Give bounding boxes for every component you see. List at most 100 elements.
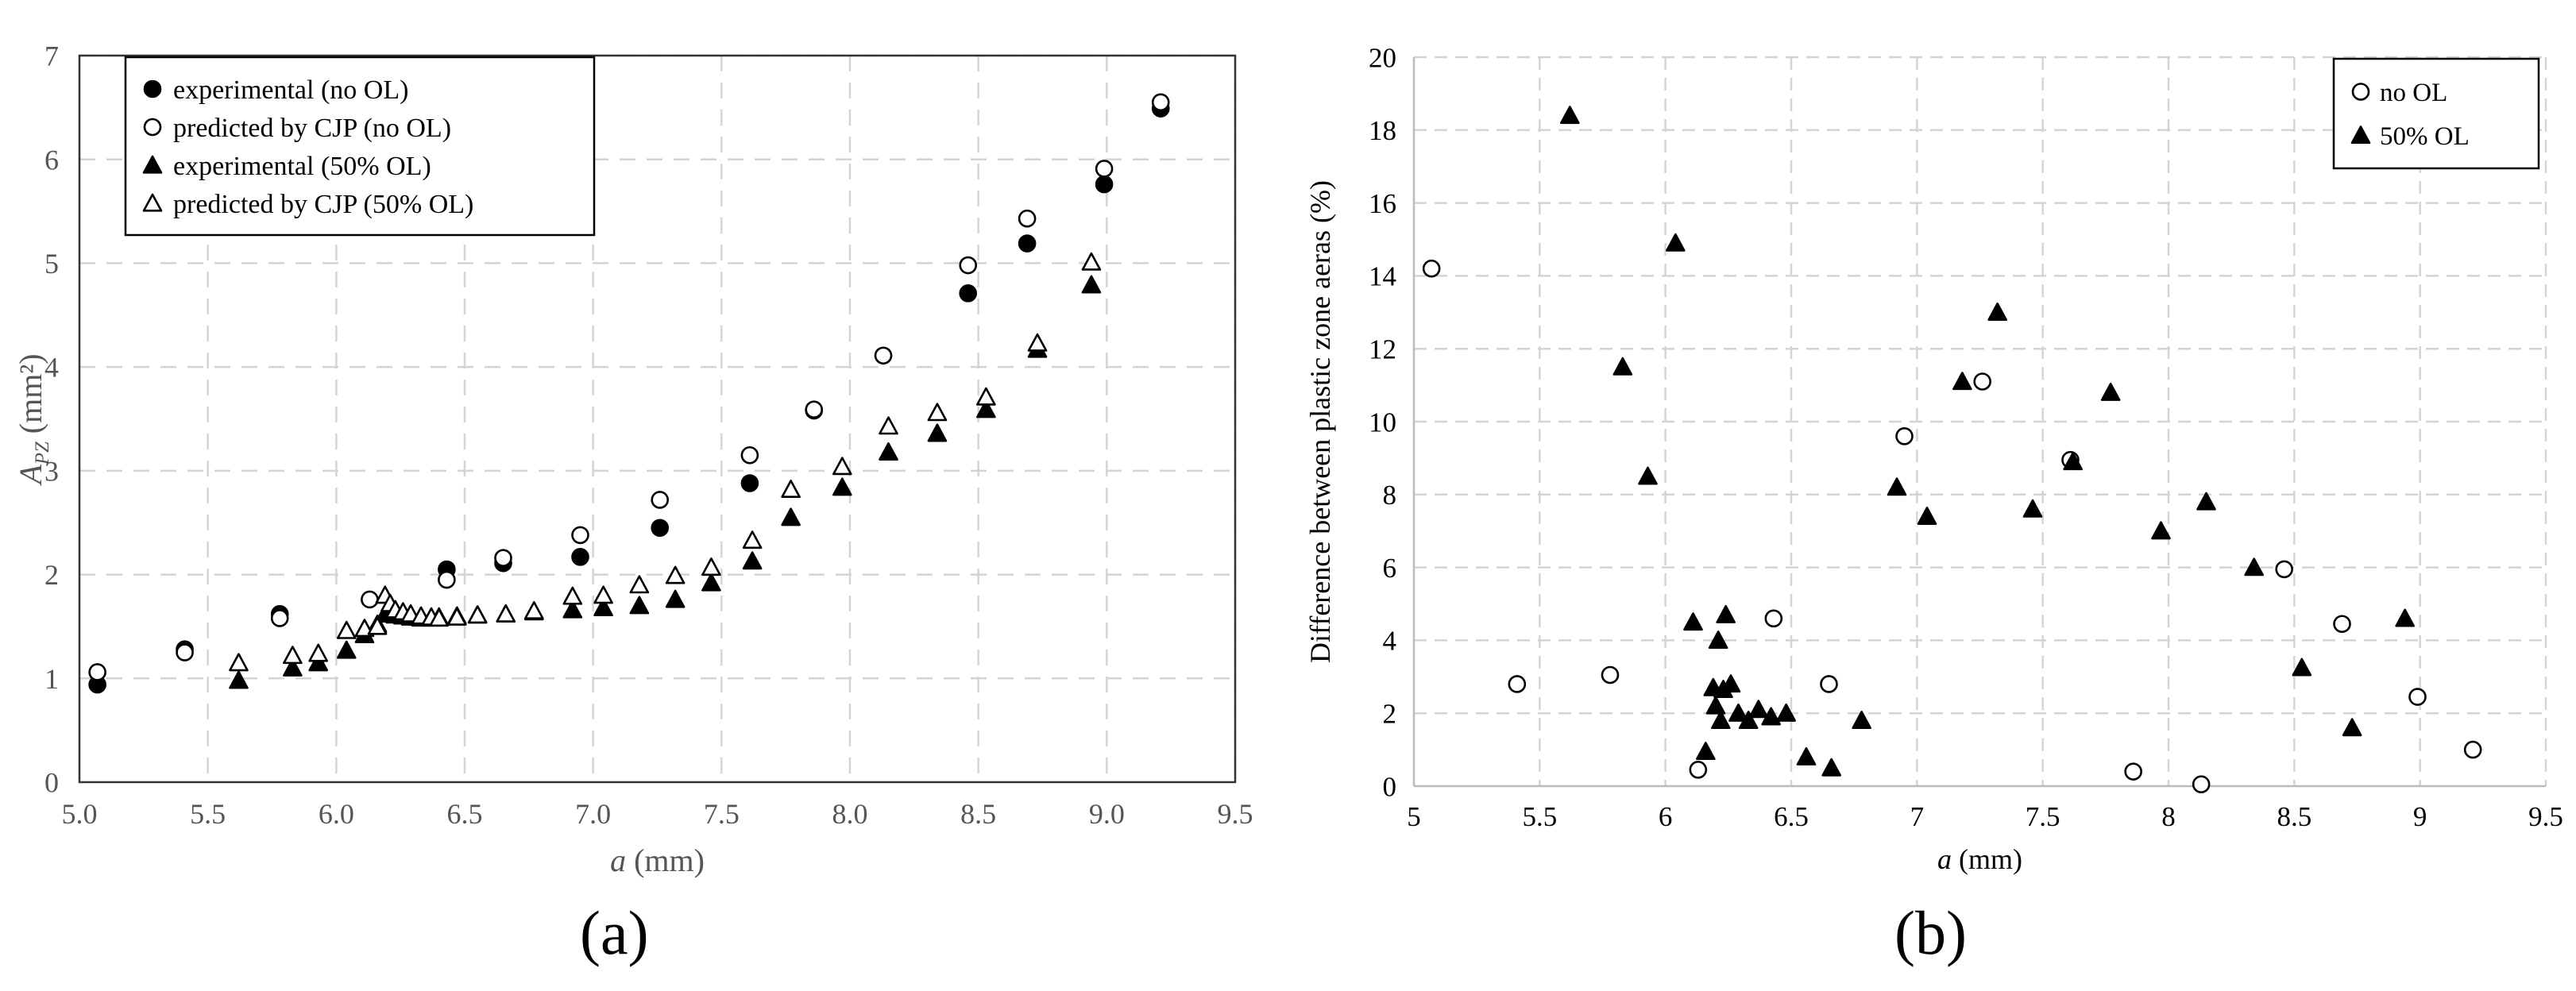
data-point [1895,427,1914,445]
y-tick-label: 2 [1383,698,1397,729]
data-point [1711,711,1731,730]
y-tick-label: 12 [1369,334,1396,364]
data-point [2100,382,2121,401]
series-a-3 [229,252,1102,672]
data-point [1721,674,1741,693]
data-point [1852,711,1871,730]
data-point [959,256,978,275]
y-axis-label: APZ (mm²) [13,353,53,486]
legend-label: experimental (no OL) [173,75,408,105]
data-point [832,477,852,496]
x-tick-label: 6.5 [1774,801,1809,832]
data-point [361,590,379,609]
data-point [2463,740,2482,759]
data-point [308,653,329,672]
legend-marker [2350,125,2371,145]
y-tick-label: 16 [1369,188,1396,219]
data-point [336,640,357,659]
data-point [1696,742,1716,761]
data-point [1705,696,1726,715]
data-point [1764,609,1783,628]
legend-box [124,56,596,237]
data-point [959,284,978,303]
data-point [1820,675,1838,693]
x-tick-label: 9.0 [1089,798,1125,830]
data-point [496,603,516,623]
legend-label: predicted by CJP (no OL) [173,114,451,143]
data-point [805,400,824,419]
y-tick-label: 20 [1369,42,1396,73]
data-point [2124,762,2142,781]
data-point [2244,557,2264,576]
data-point [1638,466,1658,485]
data-point [2408,688,2427,706]
x-tick-label: 6.0 [319,798,354,830]
x-tick-label: 8 [2161,801,2176,832]
data-point [781,507,801,526]
y-tick-label: 1 [44,663,59,695]
data-point [283,657,303,677]
panel-label-b: (b) [1894,898,1967,967]
legend-label: experimental (50% OL) [173,152,431,181]
y-tick-label: 4 [44,352,59,384]
data-point [927,403,948,422]
data-point [927,423,948,442]
y-tick-label: 14 [1369,261,1396,292]
series-a-1 [88,93,1170,681]
data-point [1952,372,1972,391]
x-tick-label: 7.5 [704,798,740,830]
data-point [1081,275,1102,294]
data-point [874,346,893,365]
data-point [336,620,357,639]
data-point [1728,703,1748,722]
data-point [879,442,898,461]
data-point [1776,703,1796,722]
x-tick-label: 9 [2413,801,2427,832]
y-tick-label: 7 [44,40,59,72]
chart-b-plot: 5 5.5 6 6.5 7 7.5 8 8.5 9 9.5 0 2 4 6 8 10 12 14 16 18 20 a (… [1304,42,2563,875]
y-tick-label: 6 [1383,553,1397,584]
data-point [523,601,544,619]
data-point [1422,259,1441,278]
data-point [2333,615,2351,634]
legend-marker [142,193,163,212]
chart-a-plot: 5.0 5.5 6.0 6.5 7.0 7.5 8.0 8.5 9.0 9.5 0 1 2 3 4 5 6 7 a … [13,40,1253,878]
y-tick-label: 2 [44,559,59,591]
x-tick-label: 5.5 [1522,801,1557,832]
x-tick-label: 5 [1407,801,1421,832]
data-point [1887,477,1907,496]
data-point [1612,357,1633,376]
data-point [742,551,763,570]
data-point [467,605,488,624]
data-point [1508,675,1527,693]
x-tick-label: 8.5 [2277,801,2311,832]
y-tick-label: 10 [1369,407,1396,438]
data-point [1560,106,1580,125]
x-tick-label: 9.5 [1218,798,1253,830]
legend-label: 50% OL [2380,122,2470,151]
data-point [593,585,613,604]
data-point [229,670,249,689]
data-point [2275,560,2293,579]
data-point [593,598,613,617]
data-point [1683,612,1703,631]
data-point [976,387,996,406]
data-point [438,570,456,589]
x-tick-label: 7 [1910,801,1925,832]
data-point [367,616,388,635]
data-point [88,663,106,681]
x-tick-label: 8.5 [960,798,996,830]
legend-marker [143,79,162,98]
data-point [1689,761,1708,779]
panel-label-a: (a) [580,898,649,967]
data-point [781,480,801,499]
data-point [976,399,996,418]
y-tick-label: 0 [44,767,59,799]
x-tick-label: 5.5 [190,798,226,830]
data-point [562,600,583,619]
y-tick-label: 8 [1383,480,1397,511]
data-point [1716,604,1736,623]
y-tick-label: 0 [1383,771,1397,802]
data-point [701,573,721,592]
series-b-1 [1560,106,2415,777]
